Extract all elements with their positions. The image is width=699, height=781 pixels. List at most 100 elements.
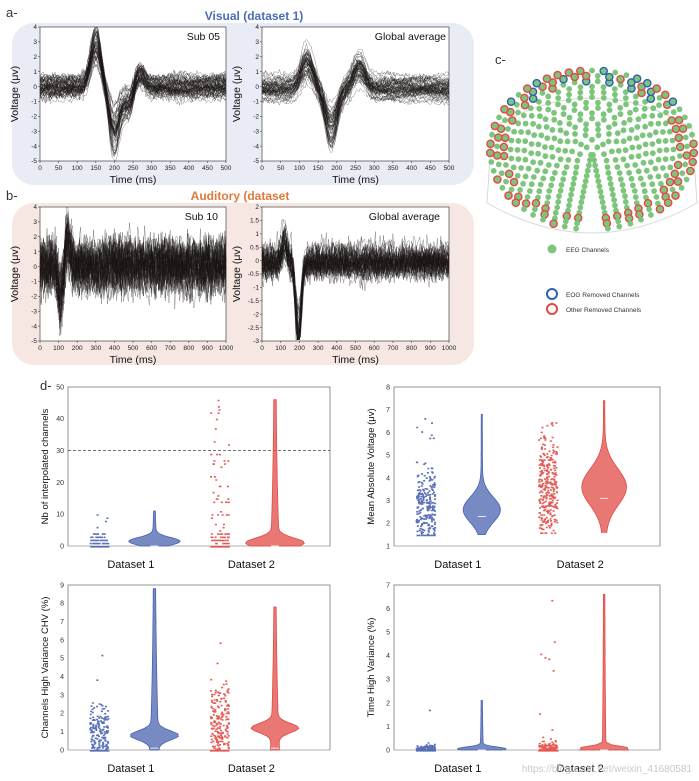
other-removed-channel <box>616 74 625 84</box>
eeg-channel <box>563 130 570 137</box>
x-tick-label: 100 <box>72 165 83 172</box>
y-tick-label: -2 <box>253 114 259 121</box>
y-tick-label: 0 <box>33 84 37 91</box>
other-removed-channel <box>531 198 541 208</box>
other-removed-channel <box>663 198 673 207</box>
eeg-channel <box>591 157 597 164</box>
eeg-channel <box>655 138 662 145</box>
eeg-channel <box>557 187 564 194</box>
eeg-channel <box>515 156 522 163</box>
eeg-channel <box>599 199 606 206</box>
y-tick-label: 3 <box>255 39 259 46</box>
eeg-channel <box>600 95 607 101</box>
y-tick-label: 1 <box>33 249 37 256</box>
eeg-channel <box>508 186 515 193</box>
eeg-channel <box>530 159 536 166</box>
eeg-channel <box>632 194 639 201</box>
category-label: Dataset 2 <box>228 559 275 571</box>
eeg-channel <box>549 126 556 133</box>
x-tick-label: 0 <box>38 165 42 172</box>
eeg-channel <box>577 151 583 158</box>
y-tick-label: -4 <box>253 143 259 150</box>
eeg-channel <box>589 94 595 100</box>
eeg-channel <box>622 193 628 200</box>
eeg-channel <box>555 147 562 154</box>
x-tick-label: 100 <box>275 345 286 352</box>
eeg-channel <box>617 82 624 88</box>
eeg-channel <box>554 204 561 211</box>
violin-1 <box>130 588 179 751</box>
eeg-channel <box>587 157 593 164</box>
plot-area <box>393 386 661 547</box>
eeg-channel <box>648 120 654 127</box>
eeg-channel <box>583 105 589 111</box>
eeg-channel <box>494 143 500 150</box>
eeg-channel <box>662 120 669 127</box>
eeg-channel <box>655 156 662 163</box>
eeg-channel <box>499 184 506 191</box>
eeg-channel <box>551 109 557 116</box>
eeg-channel <box>648 159 654 166</box>
x-tick-label: 350 <box>387 165 398 172</box>
eeg-channel <box>510 164 517 171</box>
eeg-channel <box>616 223 623 230</box>
eeg-channel <box>619 182 626 188</box>
y-tick-label: 0 <box>255 258 259 265</box>
x-tick-label: 1000 <box>442 345 457 352</box>
x-tick-label: 400 <box>109 345 120 352</box>
eeg-channel <box>594 144 601 151</box>
eeg-channel <box>686 123 692 129</box>
eeg-channel <box>542 144 548 151</box>
other-removed-channel <box>652 84 662 93</box>
eeg-channel <box>542 116 549 123</box>
eeg-channel <box>578 141 584 148</box>
eeg-channel <box>556 193 562 200</box>
eeg-channel <box>610 191 616 198</box>
x-tick-label: 400 <box>406 165 417 172</box>
x-tick-label: 500 <box>221 165 232 172</box>
eeg-channel <box>571 101 578 108</box>
eeg-channel <box>662 138 669 144</box>
eeg-channel <box>566 91 572 98</box>
eog-removed-channel <box>532 78 542 88</box>
panel-label-c: c- <box>495 52 506 67</box>
other-removed-channel <box>562 211 572 221</box>
chart-mean-absolute-voltage: 1 2 3 4 5 6 7 8 Mean Absolute Voltage (μv) Datase… <box>366 384 661 571</box>
eeg-channel <box>595 132 602 139</box>
eeg-traces <box>39 27 227 161</box>
y-tick-label: 4 <box>255 24 259 31</box>
eeg-channel <box>604 164 611 171</box>
y-tick-label: -5 <box>31 158 37 165</box>
other-removed-channel <box>635 209 644 219</box>
y-tick-label: 2 <box>33 54 37 61</box>
montage-legend: EEG Channels EOG Removed Channels Other … <box>546 244 642 315</box>
y-axis-label: Channels High Variance CHV (%) <box>40 597 51 739</box>
other-removed-channel <box>500 133 510 143</box>
eeg-channel <box>560 104 567 111</box>
eeg-channel <box>683 176 690 183</box>
eeg-channel <box>551 135 558 142</box>
eeg-channel <box>611 86 618 92</box>
eeg-channel <box>629 144 636 151</box>
y-tick-label: 4 <box>60 674 64 681</box>
other-removed-channel <box>500 105 509 114</box>
eeg-channel <box>545 100 552 106</box>
eeg-channel <box>546 188 553 194</box>
eeg-channel <box>640 181 647 188</box>
eeg-channel <box>612 157 619 163</box>
eeg-channel <box>594 73 601 79</box>
category-label: Dataset 2 <box>557 559 604 571</box>
eeg-channel <box>531 132 538 139</box>
x-axis-label: Time (ms) <box>332 354 379 366</box>
other-removed-channel <box>576 66 585 76</box>
eeg-channel <box>641 105 648 112</box>
other-removed-channel <box>670 169 680 179</box>
eeg-channel <box>616 170 623 176</box>
eeg-channel <box>538 132 545 139</box>
y-tick-label: 0 <box>60 747 64 754</box>
eeg-channel <box>626 116 633 123</box>
other-removed-channel <box>520 93 529 103</box>
eeg-channel <box>536 123 542 130</box>
y-axis-label: Voltage (μv) <box>231 246 243 302</box>
